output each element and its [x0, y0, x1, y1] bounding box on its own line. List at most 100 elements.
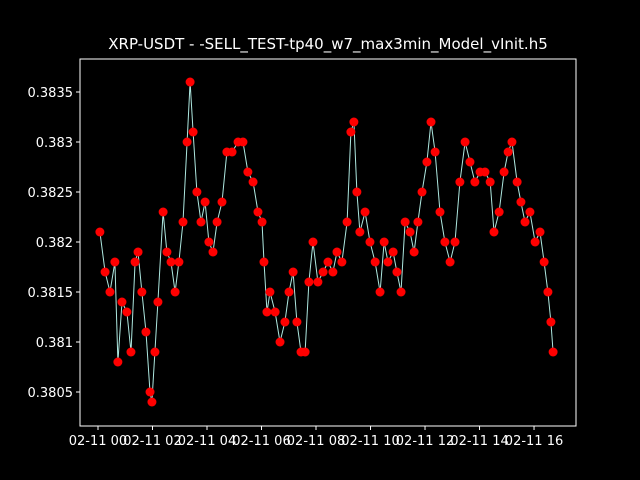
x-tick-label: 02-11 04 — [178, 434, 236, 449]
marker — [300, 347, 310, 357]
y-tick-label: 0.383 — [36, 136, 73, 151]
x-tick-label: 02-11 12 — [396, 434, 454, 449]
marker — [430, 147, 440, 157]
marker — [100, 267, 110, 277]
marker — [122, 307, 132, 317]
marker — [318, 267, 328, 277]
marker — [262, 307, 272, 317]
marker — [208, 247, 218, 257]
marker — [417, 187, 427, 197]
marker — [520, 217, 530, 227]
marker — [253, 207, 263, 217]
marker — [535, 227, 545, 237]
y-tick-label: 0.382 — [36, 236, 73, 251]
marker — [465, 157, 475, 167]
marker — [548, 347, 558, 357]
y-tick-label: 0.3825 — [28, 186, 74, 201]
marker — [370, 257, 380, 267]
marker — [445, 257, 455, 267]
marker — [332, 247, 342, 257]
marker — [110, 257, 120, 267]
x-tick-label: 02-11 02 — [123, 434, 181, 449]
x-tick-label: 02-11 16 — [505, 434, 563, 449]
marker — [288, 267, 298, 277]
x-tick-label: 02-11 06 — [232, 434, 290, 449]
marker — [178, 217, 188, 227]
marker — [188, 127, 198, 137]
chart-title: XRP-USDT - -SELL_TEST-tp40_w7_max3min_Mo… — [108, 35, 548, 54]
marker — [105, 287, 115, 297]
marker — [349, 117, 359, 127]
y-tick-label: 0.381 — [36, 336, 73, 351]
marker — [150, 347, 160, 357]
marker — [192, 187, 202, 197]
marker — [328, 267, 338, 277]
marker — [383, 257, 393, 267]
marker — [227, 147, 237, 157]
x-tick-label: 02-11 00 — [69, 434, 127, 449]
marker — [275, 337, 285, 347]
marker — [499, 167, 509, 177]
marker — [130, 257, 140, 267]
marker — [375, 287, 385, 297]
y-tick-label: 0.3835 — [28, 86, 74, 101]
marker — [355, 227, 365, 237]
marker — [530, 237, 540, 247]
marker — [284, 287, 294, 297]
marker — [352, 187, 362, 197]
marker — [489, 227, 499, 237]
marker — [450, 237, 460, 247]
marker — [323, 257, 333, 267]
marker — [365, 237, 375, 247]
marker — [95, 227, 105, 237]
marker — [238, 137, 248, 147]
marker — [494, 207, 504, 217]
marker — [485, 177, 495, 187]
marker — [141, 327, 151, 337]
price-line — [99, 81, 554, 403]
marker — [525, 207, 535, 217]
marker — [440, 237, 450, 247]
marker — [270, 307, 280, 317]
marker — [413, 217, 423, 227]
marker — [265, 287, 275, 297]
marker — [337, 257, 347, 267]
marker — [259, 257, 269, 267]
x-tick-label: 02-11 08 — [287, 434, 345, 449]
marker — [409, 247, 419, 257]
marker — [516, 197, 526, 207]
marker — [196, 217, 206, 227]
marker — [137, 287, 147, 297]
marker — [426, 117, 436, 127]
marker — [388, 247, 398, 257]
marker — [117, 297, 127, 307]
marker — [170, 287, 180, 297]
marker — [512, 177, 522, 187]
marker — [158, 207, 168, 217]
marker — [217, 197, 227, 207]
marker — [435, 207, 445, 217]
marker — [308, 237, 318, 247]
marker — [243, 167, 253, 177]
marker — [480, 167, 490, 177]
marker — [304, 277, 314, 287]
marker — [147, 397, 157, 407]
marker — [166, 257, 176, 267]
marker — [113, 357, 123, 367]
marker — [185, 77, 195, 87]
marker — [405, 227, 415, 237]
marker — [396, 287, 406, 297]
x-tick-label: 02-11 10 — [341, 434, 399, 449]
marker — [145, 387, 155, 397]
marker — [280, 317, 290, 327]
marker — [200, 197, 210, 207]
y-tick-label: 0.3815 — [28, 286, 74, 301]
marker — [400, 217, 410, 227]
plot-frame — [79, 58, 577, 427]
marker — [153, 297, 163, 307]
marker — [507, 137, 517, 147]
marker — [392, 267, 402, 277]
marker — [182, 137, 192, 147]
marker — [212, 217, 222, 227]
